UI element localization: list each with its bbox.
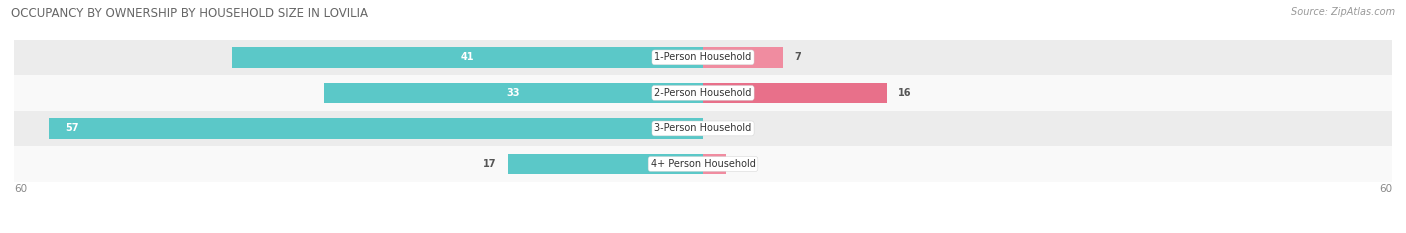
- Bar: [703, 47, 783, 68]
- Text: 33: 33: [506, 88, 520, 98]
- Bar: [14, 111, 1392, 146]
- Text: OCCUPANCY BY OWNERSHIP BY HOUSEHOLD SIZE IN LOVILIA: OCCUPANCY BY OWNERSHIP BY HOUSEHOLD SIZE…: [11, 7, 368, 20]
- Bar: [703, 83, 887, 103]
- Bar: [508, 154, 703, 174]
- Text: 7: 7: [794, 52, 801, 62]
- Text: 57: 57: [66, 123, 79, 134]
- Text: 16: 16: [898, 88, 911, 98]
- Bar: [703, 154, 725, 174]
- Text: Source: ZipAtlas.com: Source: ZipAtlas.com: [1291, 7, 1395, 17]
- Bar: [232, 47, 703, 68]
- Bar: [14, 146, 1392, 182]
- Text: 60: 60: [14, 184, 27, 194]
- Text: 60: 60: [1379, 184, 1392, 194]
- Text: 3-Person Household: 3-Person Household: [654, 123, 752, 134]
- Text: 4+ Person Household: 4+ Person Household: [651, 159, 755, 169]
- Text: 2-Person Household: 2-Person Household: [654, 88, 752, 98]
- Text: 2: 2: [738, 159, 744, 169]
- Bar: [14, 40, 1392, 75]
- Text: 1-Person Household: 1-Person Household: [654, 52, 752, 62]
- Bar: [323, 83, 703, 103]
- Text: 0: 0: [714, 123, 721, 134]
- Bar: [14, 75, 1392, 111]
- Text: 41: 41: [461, 52, 474, 62]
- Bar: [48, 118, 703, 139]
- Text: 17: 17: [482, 159, 496, 169]
